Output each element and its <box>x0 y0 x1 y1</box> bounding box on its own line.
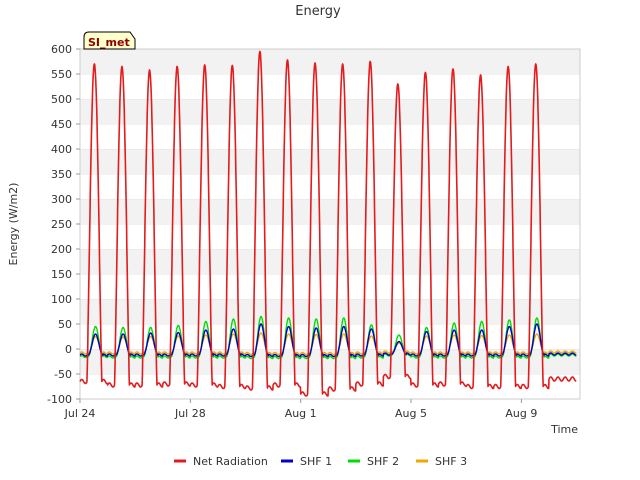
grid-band <box>80 224 580 249</box>
series-line <box>79 332 577 356</box>
y-tick-label: 0 <box>65 343 72 356</box>
y-axis-ticks: -100 -50 0 50 100 150 200 250 300 350 400 450 500 550… <box>47 43 80 406</box>
y-tick-label: 50 <box>58 318 72 331</box>
x-tick-label: Jul 28 <box>174 407 206 420</box>
grid-band <box>80 99 580 124</box>
series-line <box>79 315 577 360</box>
x-axis-ticks: Jul 24 Jul 28 Aug 1 Aug 5 Aug 9 <box>64 399 537 420</box>
legend-label: Net Radiation <box>193 455 268 468</box>
y-tick-label: -100 <box>47 393 72 406</box>
legend-label: SHF 1 <box>300 455 332 468</box>
y-tick-label: 300 <box>51 193 72 206</box>
x-tick-label: Aug 1 <box>285 407 317 420</box>
grid-band <box>80 249 580 274</box>
grid-band <box>80 324 580 349</box>
x-tick-label: Aug 5 <box>395 407 427 420</box>
x-tick-label: Aug 9 <box>505 407 537 420</box>
y-tick-label: 150 <box>51 268 72 281</box>
grid-band <box>80 124 580 149</box>
x-axis-label: Time <box>550 423 578 436</box>
series-line <box>79 50 577 397</box>
y-tick-label: 400 <box>51 143 72 156</box>
y-tick-label: 450 <box>51 118 72 131</box>
legend-label: SHF 3 <box>435 455 467 468</box>
legend-label: SHF 2 <box>367 455 399 468</box>
y-tick-label: 250 <box>51 218 72 231</box>
grid-band <box>80 149 580 174</box>
y-tick-label: 550 <box>51 68 72 81</box>
y-tick-label: 600 <box>51 43 72 56</box>
y-tick-label: 350 <box>51 168 72 181</box>
y-axis-label: Energy (W/m2) <box>7 183 20 266</box>
y-tick-label: -50 <box>54 368 72 381</box>
chart-title: Energy <box>295 4 341 19</box>
series-lines <box>79 50 577 397</box>
legend: Net Radiation SHF 1 SHF 2 SHF 3 <box>174 455 467 468</box>
grid-band <box>80 74 580 99</box>
site-label-box: SI_met <box>83 31 136 50</box>
y-tick-label: 200 <box>51 243 72 256</box>
grid-band <box>80 49 580 74</box>
series-line <box>79 323 577 358</box>
site-label: SI_met <box>88 36 130 49</box>
y-tick-label: 100 <box>51 293 72 306</box>
grid-band <box>80 199 580 224</box>
x-tick-label: Jul 24 <box>64 407 96 420</box>
y-tick-label: 500 <box>51 93 72 106</box>
grid-band <box>80 299 580 324</box>
grid-band <box>80 174 580 199</box>
grid-band <box>80 274 580 299</box>
